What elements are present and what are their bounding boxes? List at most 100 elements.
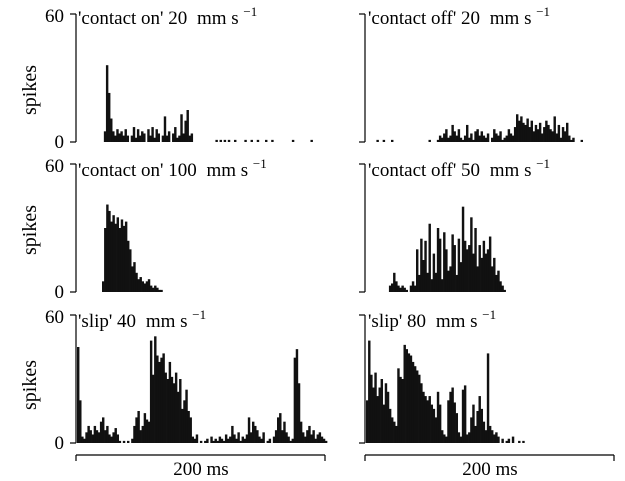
- histogram-bar: [114, 223, 117, 292]
- histogram-bar: [158, 361, 161, 443]
- histogram-bar: [445, 249, 448, 292]
- histogram-bar: [214, 438, 217, 443]
- histogram-bar: [428, 139, 431, 142]
- histogram-bar: [222, 440, 226, 443]
- histogram-bar: [478, 245, 481, 292]
- histogram-bar: [466, 434, 469, 443]
- histogram-bar: [152, 287, 155, 292]
- histogram-bar: [480, 257, 484, 292]
- panel-contact-off-50: 'contact off' 50 mm s −1: [359, 156, 550, 293]
- histogram-bar: [541, 133, 544, 142]
- histogram-bar: [151, 127, 154, 142]
- histogram-bar: [189, 417, 192, 443]
- histogram-bar: [476, 411, 479, 443]
- histogram-bar: [474, 425, 477, 443]
- histogram-bars: [388, 206, 506, 292]
- histogram-bar: [501, 139, 504, 142]
- histogram-bar: [153, 137, 156, 142]
- y-tick-label-max: 60: [45, 6, 64, 27]
- histogram-bar: [572, 137, 575, 142]
- histogram-bar: [97, 432, 101, 443]
- histogram-bar: [310, 434, 313, 443]
- panel-contact-on-20: 'contact on' 20 mm s −1 spikes 60 0: [19, 4, 313, 153]
- histogram-bar: [179, 379, 182, 443]
- histogram-bar: [528, 127, 531, 142]
- histogram-bar: [237, 432, 240, 443]
- histogram-bar: [118, 228, 122, 292]
- histogram-bar: [468, 432, 471, 443]
- histogram-bar: [149, 135, 152, 142]
- histogram-bar: [451, 124, 454, 142]
- histogram-bar: [180, 114, 183, 142]
- histogram-bar: [486, 133, 490, 142]
- histogram-bar: [480, 131, 484, 142]
- histogram-bar: [116, 217, 120, 292]
- histogram-bar: [568, 135, 571, 142]
- histogram-bar: [105, 65, 109, 142]
- histogram-bar: [289, 440, 292, 443]
- histogram-bar: [388, 285, 392, 292]
- histogram-bar: [497, 135, 500, 142]
- histogram-bar: [277, 417, 280, 443]
- histogram-bar: [193, 438, 197, 443]
- histogram-bar: [570, 139, 573, 142]
- histogram-bar: [538, 122, 542, 142]
- histogram-bar: [463, 135, 467, 142]
- histogram-bar: [411, 281, 415, 292]
- histogram-bar: [174, 127, 177, 142]
- histogram-bar: [103, 131, 107, 142]
- histogram-bar: [463, 385, 467, 443]
- histogram-bar: [172, 133, 175, 142]
- histogram-bar: [493, 129, 496, 142]
- histogram-bar: [89, 430, 92, 443]
- histogram-bars: [376, 114, 584, 142]
- histogram-bar: [516, 114, 519, 142]
- histogram-bar: [543, 127, 546, 142]
- histogram-bar: [499, 281, 502, 292]
- histogram-bar: [476, 129, 479, 142]
- histogram-bar: [488, 236, 492, 292]
- histogram-bar: [141, 131, 144, 142]
- panel-slip-40: 'slip' 40 mm s −1 spikes 60 0: [19, 307, 328, 454]
- y-axis-label: spikes: [19, 360, 41, 410]
- histogram-bar: [449, 266, 452, 292]
- histogram-bar: [163, 116, 167, 142]
- histogram-bar: [491, 266, 494, 292]
- histogram-bar: [453, 402, 456, 443]
- histogram-bar: [102, 281, 105, 292]
- histogram-bar: [424, 240, 427, 292]
- scale-bar-right: 200 ms: [364, 454, 615, 480]
- histogram-bar: [484, 253, 488, 292]
- histogram-bar: [191, 436, 195, 443]
- histogram-bar: [513, 127, 517, 142]
- histogram-bar: [156, 355, 159, 443]
- histogram-bar: [204, 440, 207, 443]
- histogram-bar: [418, 274, 421, 292]
- histogram-bar: [106, 425, 109, 443]
- histogram-bar: [160, 289, 163, 292]
- histogram-bar: [216, 440, 220, 443]
- histogram-bar: [472, 253, 475, 292]
- histogram-bar: [378, 387, 381, 443]
- histogram-bar: [488, 425, 492, 443]
- histogram-bar: [174, 372, 178, 443]
- histogram-bar: [420, 238, 423, 292]
- histogram-bar: [134, 137, 138, 142]
- histogram-bar: [445, 129, 448, 142]
- histogram-bar: [110, 221, 113, 292]
- histogram-bar: [566, 122, 569, 142]
- histogram-bar: [102, 417, 105, 443]
- histogram-bar: [185, 389, 188, 443]
- histogram-bar: [395, 281, 398, 292]
- histogram-bar: [561, 127, 565, 142]
- histogram-bars: [103, 65, 313, 142]
- histogram-bar: [424, 396, 427, 443]
- y-tick-label-zero: 0: [55, 282, 65, 303]
- histogram-bar: [231, 425, 234, 443]
- histogram-bar: [162, 353, 165, 443]
- histogram-bar: [482, 240, 486, 292]
- histogram-bar: [391, 417, 394, 443]
- histogram-bar: [187, 411, 190, 443]
- histogram-bar: [322, 438, 326, 443]
- histogram-bar: [279, 413, 282, 443]
